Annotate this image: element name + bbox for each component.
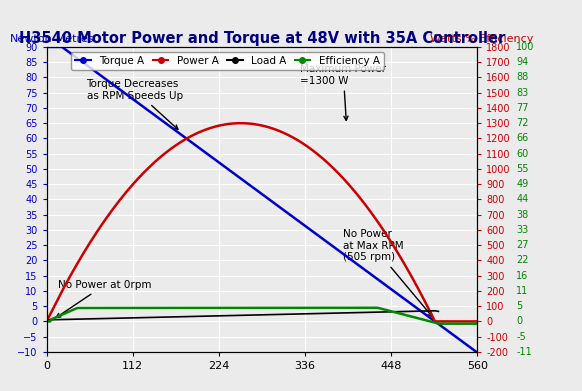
Text: 83: 83 [516,88,528,98]
Text: 44: 44 [516,194,528,204]
Text: 77: 77 [516,103,528,113]
Text: 16: 16 [516,271,528,281]
Text: No Power at 0rpm: No Power at 0rpm [56,280,151,317]
Text: 11: 11 [516,286,528,296]
Text: 5: 5 [516,301,523,311]
Text: No Power
at Max RPM
(505 rpm): No Power at Max RPM (505 rpm) [343,229,432,317]
Text: Watts % Efficiency: Watts % Efficiency [430,34,533,44]
Text: 94: 94 [516,57,528,67]
Text: 55: 55 [516,164,528,174]
Text: 38: 38 [516,210,528,220]
Text: 66: 66 [516,133,528,143]
Text: 49: 49 [516,179,528,189]
Text: 27: 27 [516,240,528,250]
Text: 88: 88 [516,72,528,83]
Text: 22: 22 [516,255,528,265]
Text: Newton-Metres: Newton-Metres [10,34,94,44]
Text: Torque Decreases
as RPM Speeds Up: Torque Decreases as RPM Speeds Up [87,79,183,129]
Legend: Torque A, Power A, Load A, Efficiency A: Torque A, Power A, Load A, Efficiency A [71,52,384,70]
Text: Maximum Power
=1300 W: Maximum Power =1300 W [300,64,386,120]
Text: -5: -5 [516,332,526,342]
Text: 0: 0 [516,316,522,326]
Text: 100: 100 [516,42,534,52]
Text: 60: 60 [516,149,528,159]
Title: H3540 Motor Power and Torque at 48V with 35A Controller: H3540 Motor Power and Torque at 48V with… [19,31,505,46]
Text: 72: 72 [516,118,528,128]
Text: -11: -11 [516,347,532,357]
Text: 33: 33 [516,225,528,235]
